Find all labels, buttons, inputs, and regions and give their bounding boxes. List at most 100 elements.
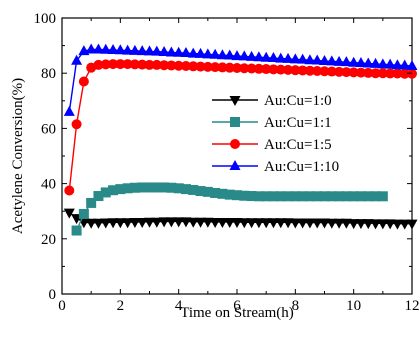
legend: Au:Cu=1:0 Au:Cu=1:1 Au:Cu=1:5 Au:Cu=1:10 <box>212 93 339 175</box>
data-point <box>122 44 134 55</box>
data-point <box>297 218 309 229</box>
data-point <box>188 184 199 195</box>
data-point <box>267 218 279 229</box>
data-point <box>144 217 155 228</box>
data-point <box>187 217 199 228</box>
data-point <box>122 183 133 194</box>
data-point <box>334 191 345 202</box>
x-tick-label: 12 <box>405 298 420 314</box>
data-point <box>355 56 367 67</box>
data-point <box>261 191 272 202</box>
data-point <box>362 57 374 68</box>
data-point <box>348 191 359 202</box>
data-point <box>159 182 170 193</box>
data-point <box>216 49 228 60</box>
data-point <box>122 218 134 229</box>
data-point <box>180 47 192 58</box>
ticks-layer: 0 2 4 6 8 10 12 0 20 40 60 80 100 <box>34 11 420 314</box>
legend-entry: Au:Cu=1:0 <box>212 93 332 109</box>
data-point <box>92 218 104 229</box>
data-point <box>136 45 148 56</box>
legend-entry: Au:Cu=1:10 <box>212 159 339 175</box>
data-point <box>122 59 133 70</box>
data-point <box>385 68 396 79</box>
data-point <box>319 66 330 77</box>
data-point <box>129 44 141 55</box>
data-point <box>224 49 236 60</box>
x-tick-label: 6 <box>233 298 241 314</box>
data-point <box>231 50 243 61</box>
data-point <box>86 197 97 208</box>
y-tick-label: 0 <box>49 287 57 303</box>
series-2 <box>71 182 388 236</box>
data-point <box>246 218 258 229</box>
x-axis-label: Time on Stream(h) <box>180 305 294 321</box>
data-point <box>326 66 337 77</box>
data-point <box>129 59 140 70</box>
data-point <box>232 62 242 73</box>
data-point <box>238 50 250 61</box>
data-point <box>108 59 119 70</box>
data-point <box>253 63 264 74</box>
data-point <box>362 219 374 230</box>
data-point <box>340 218 352 229</box>
data-point <box>268 191 279 202</box>
legend-marker <box>229 96 241 106</box>
data-point <box>406 219 418 230</box>
data-point <box>304 191 315 202</box>
data-point <box>384 58 396 69</box>
data-point <box>100 43 112 54</box>
data-point <box>210 62 221 73</box>
data-point <box>209 48 221 59</box>
data-point <box>275 64 286 75</box>
data-point <box>260 51 272 62</box>
data-point <box>115 59 126 70</box>
data-point <box>129 182 140 193</box>
data-point <box>312 191 323 202</box>
data-point <box>100 187 111 198</box>
data-point <box>63 208 75 219</box>
data-point <box>319 191 330 202</box>
data-point <box>217 188 228 199</box>
data-point <box>85 43 97 54</box>
data-point <box>377 219 389 230</box>
data-point <box>158 217 170 228</box>
data-point <box>355 67 366 78</box>
y-tick-label: 60 <box>41 121 56 137</box>
data-point <box>275 218 287 229</box>
legend-marker <box>230 117 240 127</box>
data-point <box>304 218 316 229</box>
data-point <box>377 68 388 79</box>
legend-label: Au:Cu=1:10 <box>264 159 339 175</box>
data-point <box>202 217 214 228</box>
data-point <box>384 219 396 230</box>
data-point <box>115 184 126 195</box>
data-point <box>370 219 382 230</box>
data-point <box>107 44 119 55</box>
data-point <box>363 191 374 202</box>
data-point <box>158 45 170 56</box>
data-point <box>108 185 119 196</box>
data-point <box>246 63 257 74</box>
data-point <box>114 44 126 55</box>
data-point <box>253 51 265 62</box>
data-point <box>71 54 83 65</box>
data-point <box>289 53 301 64</box>
data-point <box>407 68 417 79</box>
data-point <box>165 46 177 57</box>
legend-entry: Au:Cu=1:1 <box>212 115 332 131</box>
data-point <box>239 190 250 201</box>
y-tick-label: 40 <box>41 177 56 193</box>
legend-label: Au:Cu=1:5 <box>264 137 332 153</box>
data-point <box>224 217 236 228</box>
data-point <box>289 218 301 229</box>
data-point <box>355 219 367 230</box>
x-tick-label: 2 <box>117 298 125 314</box>
data-point <box>231 217 243 228</box>
data-point <box>341 67 352 78</box>
data-point <box>173 60 184 71</box>
data-point <box>166 182 177 193</box>
y-tick-label: 20 <box>41 232 56 248</box>
data-point <box>261 64 272 75</box>
data-point <box>283 64 294 75</box>
